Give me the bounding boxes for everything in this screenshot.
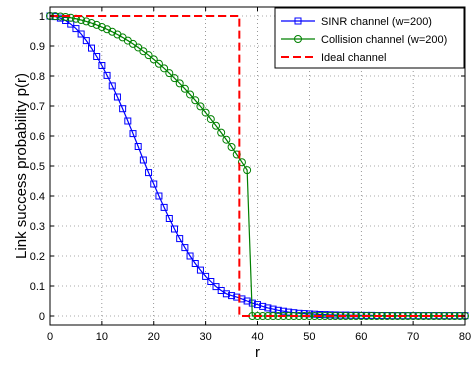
y-tick-label: 0.7 (30, 101, 45, 113)
series-1-point (98, 62, 106, 69)
series-2-point (191, 96, 200, 105)
x-tick-label: 20 (148, 331, 160, 343)
series-1-point (279, 307, 287, 315)
series-2-point (154, 59, 163, 68)
series-2-point (217, 128, 226, 137)
series-1-point (119, 105, 127, 113)
series-1-point (129, 130, 137, 138)
series-1-point (93, 53, 101, 60)
series-2-point (227, 143, 236, 152)
y-tick-label: 0.3 (30, 221, 45, 233)
legend-marker-1 (294, 17, 302, 25)
y-axis-label: Link success probability p(r) (13, 73, 30, 259)
y-tick-label: 0.2 (30, 251, 45, 263)
axis-ticks (49, 7, 466, 325)
series-1-point (191, 260, 199, 267)
legend: SINR channel (w=200) Collision channel (w… (274, 7, 465, 69)
series-2-point (82, 17, 91, 26)
y-tick-label: 0.9 (30, 41, 45, 53)
series-1-point (181, 244, 189, 252)
series-1-point (207, 278, 215, 285)
series-2-point (87, 19, 96, 28)
series-1-point (160, 203, 168, 211)
series-1-point (176, 235, 184, 243)
x-tick-label: 80 (459, 331, 471, 343)
x-tick-label: 50 (303, 331, 315, 343)
series-2-point (160, 64, 169, 73)
series-2-point (243, 166, 252, 175)
legend-label-2: Collision channel (w=200) (321, 34, 447, 46)
series-1-point (103, 71, 111, 79)
series-1-point (124, 117, 132, 125)
series-1-point (259, 302, 267, 310)
series-1-point (186, 252, 194, 260)
series-2-point (196, 102, 205, 111)
series-2-point (139, 47, 148, 56)
x-tick-label: 70 (407, 331, 419, 343)
series-1-point (274, 306, 282, 314)
series-1-point (222, 290, 230, 298)
series-1-point (228, 292, 236, 300)
y-tick-label: 0.1 (30, 281, 45, 293)
series-2-point (165, 69, 174, 78)
series-1-point (139, 156, 147, 164)
tick-labels: 0 10 20 30 40 50 60 70 80 0 0.1 0.2 0.3 0.4 0.5 0.6 0.7 0… (30, 11, 471, 343)
x-tick-label: 10 (96, 331, 108, 343)
y-tick-label: 0.5 (30, 161, 45, 173)
series-1-point (108, 82, 116, 90)
legend-marker-2 (294, 35, 302, 43)
series-1-point (88, 44, 95, 52)
x-tick-label: 0 (47, 331, 53, 343)
series-2-point (170, 74, 179, 83)
legend-label-1: SINR channel (w=200) (321, 16, 432, 28)
series-1-point (134, 143, 142, 150)
x-tick-label: 30 (200, 331, 212, 343)
series-2-point (186, 90, 195, 99)
series-2-point (103, 25, 112, 34)
series-layer (46, 12, 469, 320)
x-tick-label: 40 (251, 331, 263, 343)
y-tick-label: 0.8 (30, 71, 45, 83)
series-2-point (149, 55, 158, 64)
series-1-point (202, 272, 210, 280)
series-1-point (165, 215, 173, 222)
series-1-point (212, 283, 220, 291)
series-1-point (243, 297, 251, 305)
series-1-point (145, 169, 153, 177)
series-2-point (97, 23, 106, 32)
series-2-point (144, 51, 153, 60)
series-1-point (254, 301, 261, 309)
series-2-point (237, 158, 246, 167)
series-1-point (196, 266, 204, 274)
series-line-3 (50, 15, 465, 317)
x-tick-label: 60 (355, 331, 367, 343)
y-tick-label: 1 (39, 11, 45, 23)
y-tick-label: 0.6 (30, 131, 45, 143)
series-1-point (113, 93, 121, 101)
series-1-point (150, 180, 158, 188)
legend-label-3: Ideal channel (321, 52, 386, 64)
series-1-point (155, 192, 163, 200)
x-axis-label: r (255, 344, 260, 361)
series-1-point (171, 225, 178, 233)
series-2-point (206, 115, 215, 124)
series-1-point (264, 304, 272, 312)
series-3 (50, 15, 465, 317)
series-1-point (82, 37, 90, 45)
series-2-point (66, 13, 75, 22)
series-2-point (92, 20, 101, 29)
series-2-point (175, 79, 184, 88)
series-2-point (212, 121, 220, 130)
series-1-point (285, 308, 293, 316)
series-2-point (134, 43, 143, 52)
y-tick-label: 0 (39, 311, 45, 323)
series-2-point (222, 135, 231, 144)
series-2-point (180, 84, 189, 93)
series-1-point (72, 25, 80, 33)
series-2-point (201, 108, 210, 117)
series-1-point (77, 30, 85, 38)
y-tick-label: 0.4 (30, 191, 45, 203)
